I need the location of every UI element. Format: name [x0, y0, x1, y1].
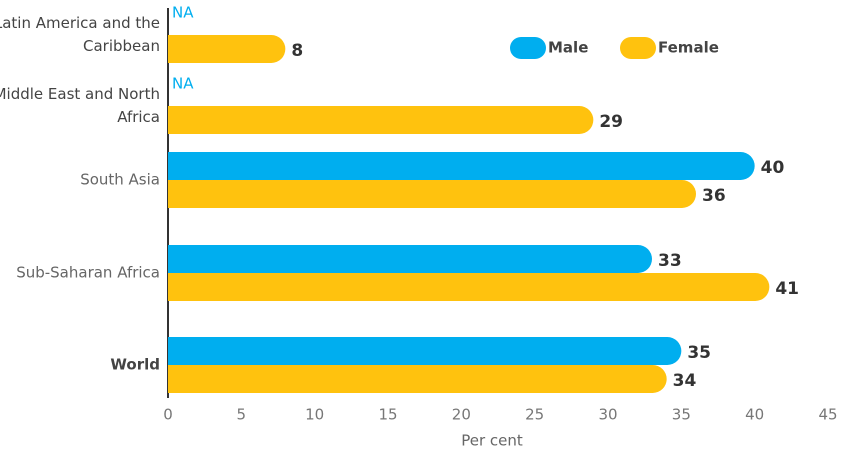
category-label: South Asia [80, 170, 160, 189]
value-label: 35 [687, 343, 711, 363]
category-label: Latin America and the Caribbean [0, 14, 160, 55]
bar [168, 106, 594, 134]
x-tick-label: 15 [378, 406, 397, 424]
bar [168, 273, 770, 301]
value-label: 33 [658, 251, 682, 271]
category-label: Middle East and North Africa [0, 85, 160, 126]
x-tick-label: 30 [598, 406, 617, 424]
bar [168, 152, 755, 180]
value-label: 29 [599, 112, 623, 132]
x-tick-label: 40 [745, 406, 764, 424]
legend-swatch [510, 37, 546, 59]
na-label: NA [172, 4, 194, 22]
category-label: Sub-Saharan Africa [16, 263, 160, 282]
value-label: 8 [291, 41, 303, 61]
category-label: World [110, 355, 160, 374]
x-tick-label: 25 [525, 406, 544, 424]
x-tick-label: 35 [672, 406, 691, 424]
bar [168, 245, 652, 273]
na-label: NA [172, 75, 194, 93]
legend-label: Male [548, 39, 588, 57]
value-label: 36 [702, 186, 726, 206]
value-label: 41 [775, 279, 799, 299]
x-tick-label: 0 [163, 406, 173, 424]
x-tick-label: 10 [305, 406, 324, 424]
legend-swatch [620, 37, 656, 59]
bar [168, 365, 667, 393]
x-axis-label: Per cent [461, 432, 523, 450]
value-label: 34 [673, 371, 697, 391]
x-tick-label: 5 [237, 406, 247, 424]
value-label: 40 [761, 158, 785, 178]
bar [168, 180, 696, 208]
x-tick-label: 20 [452, 406, 471, 424]
x-tick-label: 45 [818, 406, 837, 424]
bar [168, 35, 286, 63]
legend-label: Female [658, 39, 719, 57]
bar [168, 337, 682, 365]
